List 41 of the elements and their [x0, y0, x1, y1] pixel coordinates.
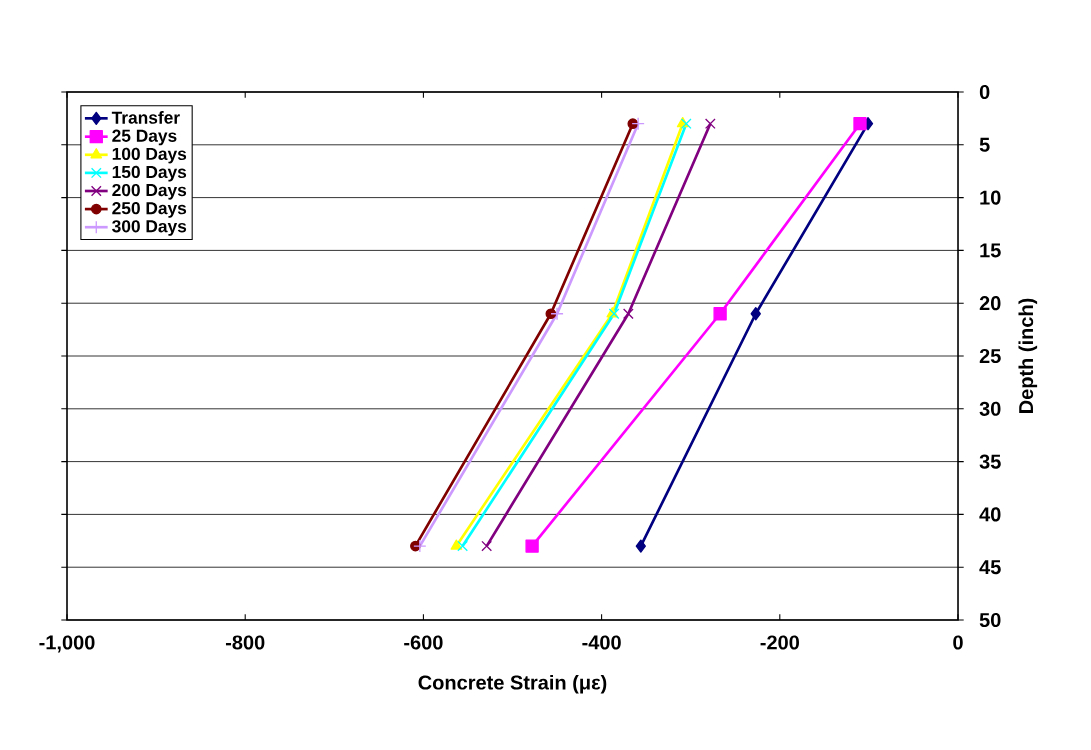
y-tick-label: 20	[979, 296, 1001, 311]
x-tick-label: -200	[760, 635, 799, 650]
y-tick-label: 45	[979, 560, 1001, 575]
y-tick-label: 40	[979, 507, 1001, 522]
x-tick-label: 0	[953, 635, 963, 650]
point	[550, 307, 564, 321]
point	[622, 308, 634, 320]
point	[750, 307, 761, 321]
x-tick-label: -400	[582, 635, 621, 650]
y-tick-label: 10	[980, 190, 1001, 205]
legend-label: 250 Days	[112, 202, 187, 218]
point	[481, 540, 493, 552]
legend-label: 200 Days	[112, 183, 187, 200]
point	[450, 539, 463, 550]
point	[713, 307, 727, 321]
x-axis-title: Concrete Strain (με)	[418, 674, 607, 694]
point	[635, 539, 646, 553]
legend-label: Transfer	[111, 111, 180, 124]
point	[631, 117, 645, 131]
x-tick-label: -1,000	[39, 635, 95, 653]
y-tick-label: 35	[979, 454, 1001, 469]
y-tick-label: 5	[979, 137, 990, 152]
y-tick-label: 0	[979, 84, 990, 100]
x-tick-label: -800	[225, 635, 265, 650]
legend-label: 150 Days	[112, 165, 187, 182]
point	[525, 539, 539, 553]
point	[457, 540, 468, 552]
legend-label: 25 Days	[112, 129, 177, 146]
legend-label: 100 Days	[112, 147, 187, 164]
y-tick-label: 15	[980, 243, 1001, 258]
y-tick-label: 25	[979, 348, 1001, 364]
x-tick-label: -600	[404, 635, 443, 650]
point	[704, 118, 716, 130]
y-tick-label: 50	[979, 612, 1001, 628]
point	[413, 539, 427, 553]
point	[680, 118, 692, 130]
y-tick-label: 30	[979, 401, 1001, 416]
point	[545, 308, 557, 320]
y-axis-title: Depth (inch)	[1018, 298, 1038, 413]
point	[853, 117, 867, 131]
legend-label: 300 Days	[112, 220, 187, 236]
